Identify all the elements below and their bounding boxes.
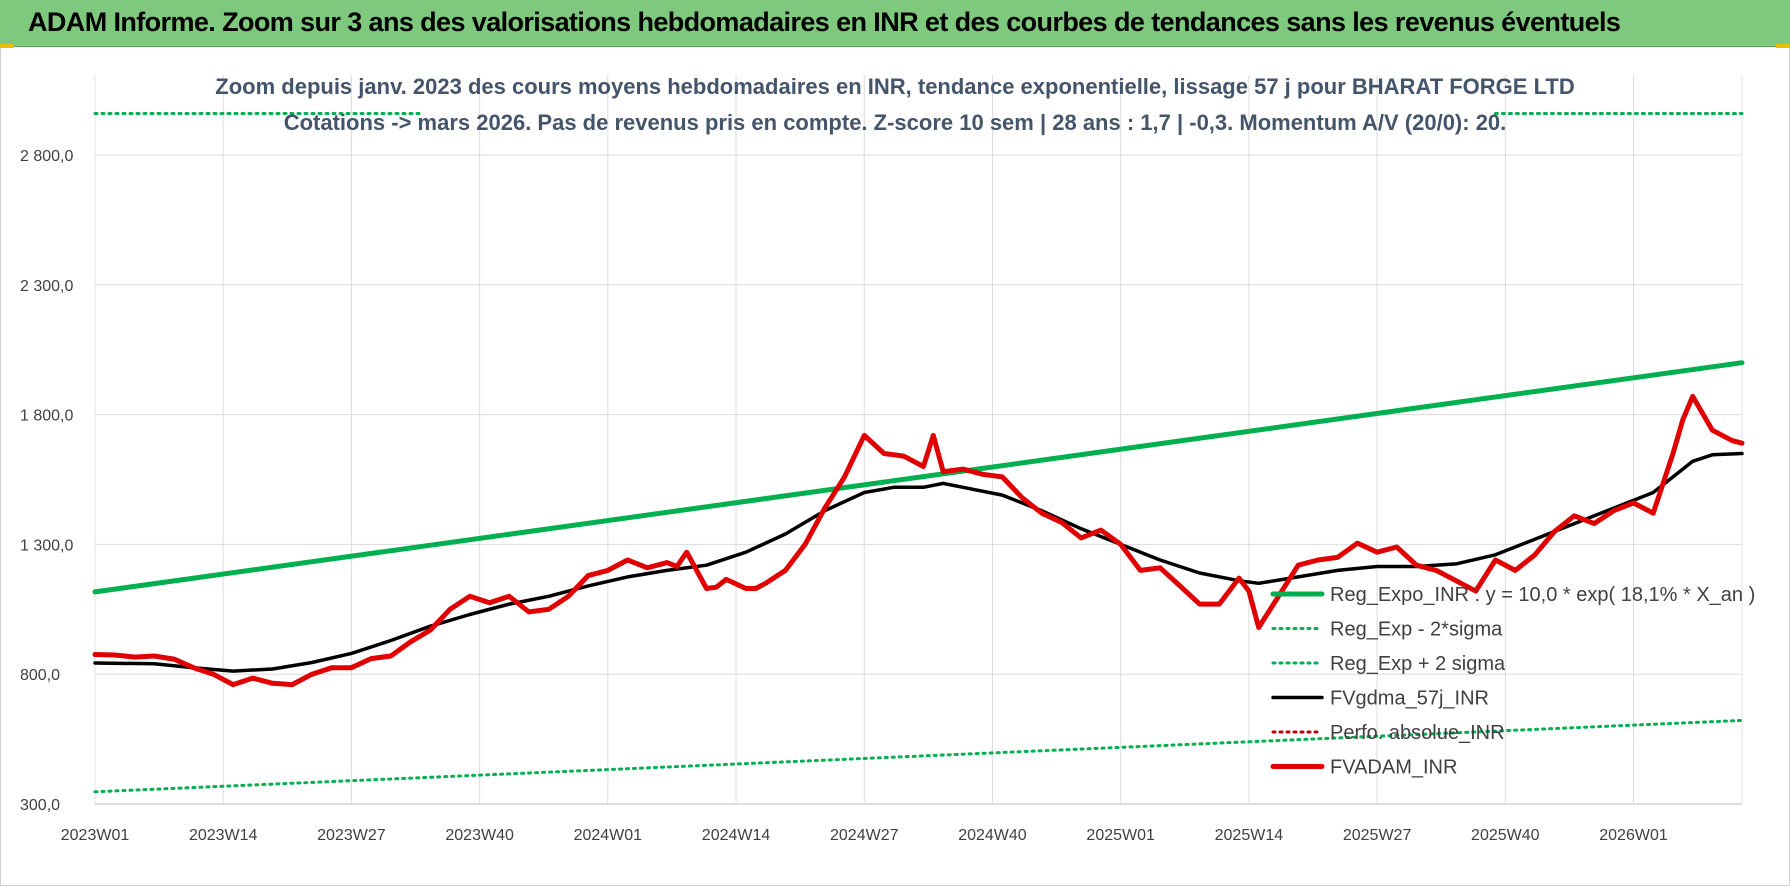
x-tick-label: 2025W40 xyxy=(1471,827,1540,844)
y-tick-label: 300,0 xyxy=(20,797,60,814)
x-tick-label: 2024W14 xyxy=(702,827,771,844)
series-lines xyxy=(92,112,1745,794)
x-tick-label: 2025W01 xyxy=(1086,827,1155,844)
x-tick-label: 2025W27 xyxy=(1343,827,1412,844)
x-tick-label: 2024W40 xyxy=(958,827,1027,844)
legend-label-4: Perfo. absolue_INR xyxy=(1330,722,1505,744)
legend-label-0: Reg_Expo_INR : y = 10,0 * exp( 18,1% * X… xyxy=(1330,584,1755,606)
y-axis: 300,0 800,0 1 300,0 1 800,0 2 300,0 2 800,0 xyxy=(20,148,73,814)
x-tick-label: 2023W01 xyxy=(61,827,130,844)
series-line-3 xyxy=(93,451,1744,673)
y-tick-label: 800,0 xyxy=(20,667,60,684)
legend-label-2: Reg_Exp + 2 sigma xyxy=(1330,653,1506,675)
legend-label-5: FVADAM_INR xyxy=(1330,757,1457,779)
legend: Reg_Expo_INR : y = 10,0 * exp( 18,1% * X… xyxy=(1270,584,1755,779)
chart-subtitle: Cotations -> mars 2026. Pas de revenus p… xyxy=(284,110,1507,135)
series-line-5 xyxy=(92,393,1745,688)
series-line-1 xyxy=(93,718,1744,794)
x-tick-label: 2024W01 xyxy=(574,827,643,844)
banner-title: ADAM Informe. Zoom sur 3 ans des valoris… xyxy=(28,7,1621,37)
x-tick-label: 2024W27 xyxy=(830,827,899,844)
y-tick-label: 2 800,0 xyxy=(20,148,73,165)
x-tick-label: 2025W14 xyxy=(1215,827,1284,844)
x-axis: 2023W01 2023W14 2023W27 2023W40 2024W01 2024W… xyxy=(61,827,1668,844)
corner-marker-left xyxy=(0,44,14,48)
y-tick-label: 1 800,0 xyxy=(20,408,73,425)
chart-title: Zoom depuis janv. 2023 des cours moyens … xyxy=(215,74,1574,99)
grid-lines xyxy=(94,75,1743,805)
legend-label-3: FVgdma_57j_INR xyxy=(1330,688,1489,710)
x-tick-label: 2023W14 xyxy=(189,827,258,844)
x-tick-label: 2023W40 xyxy=(445,827,514,844)
y-tick-label: 2 300,0 xyxy=(20,278,73,295)
series-line-0 xyxy=(92,360,1745,595)
corner-marker-right xyxy=(1776,44,1790,48)
x-tick-label: 2023W27 xyxy=(317,827,386,844)
x-tick-label: 2026W01 xyxy=(1599,827,1668,844)
header-banner: ADAM Informe. Zoom sur 3 ans des valoris… xyxy=(0,0,1790,47)
y-tick-label: 1 300,0 xyxy=(20,537,73,554)
legend-label-1: Reg_Exp - 2*sigma xyxy=(1330,619,1503,641)
